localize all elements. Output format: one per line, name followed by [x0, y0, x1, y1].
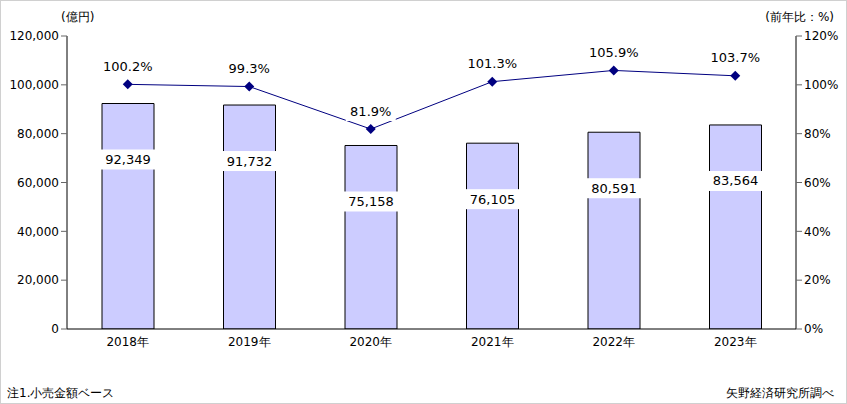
svg-text:103.7%: 103.7% [710, 50, 760, 65]
svg-text:40,000: 40,000 [17, 225, 59, 239]
svg-text:0%: 0% [804, 322, 823, 336]
svg-text:20,000: 20,000 [17, 273, 59, 287]
svg-text:100,000: 100,000 [9, 78, 59, 92]
svg-text:83,564: 83,564 [713, 173, 759, 188]
svg-text:2023年: 2023年 [714, 335, 757, 349]
svg-text:40%: 40% [804, 225, 831, 239]
svg-text:92,349: 92,349 [105, 152, 151, 167]
svg-text:100.2%: 100.2% [103, 59, 153, 74]
svg-text:80,591: 80,591 [591, 181, 637, 196]
svg-text:80%: 80% [804, 127, 831, 141]
svg-text:120%: 120% [804, 29, 838, 43]
svg-text:2018年: 2018年 [106, 335, 149, 349]
svg-text:2022年: 2022年 [592, 335, 635, 349]
svg-text:99.3%: 99.3% [229, 61, 270, 76]
svg-text:81.9%: 81.9% [350, 104, 391, 119]
svg-text:105.9%: 105.9% [589, 45, 639, 60]
svg-text:120,000: 120,000 [9, 29, 59, 43]
svg-text:60%: 60% [804, 176, 831, 190]
svg-text:2021年: 2021年 [471, 335, 514, 349]
svg-text:60,000: 60,000 [17, 176, 59, 190]
svg-text:2020年: 2020年 [349, 335, 392, 349]
html-text:(億円): (億円) [61, 10, 95, 24]
svg-text:76,105: 76,105 [470, 192, 516, 207]
svg-text:2019年: 2019年 [228, 335, 271, 349]
svg-text:101.3%: 101.3% [467, 56, 517, 71]
html-text:(前年比：%): (前年比：%) [765, 10, 834, 24]
html-text:矢野経済研究所調べ: 矢野経済研究所調べ [726, 386, 834, 400]
svg-text:20%: 20% [804, 273, 831, 287]
svg-text:91,732: 91,732 [227, 154, 273, 169]
svg-text:100%: 100% [804, 78, 838, 92]
svg-text:0: 0 [51, 322, 59, 336]
html-text:注1.小売金額ベース: 注1.小売金額ベース [7, 386, 115, 400]
svg-text:80,000: 80,000 [17, 127, 59, 141]
svg-text:75,158: 75,158 [348, 194, 394, 209]
